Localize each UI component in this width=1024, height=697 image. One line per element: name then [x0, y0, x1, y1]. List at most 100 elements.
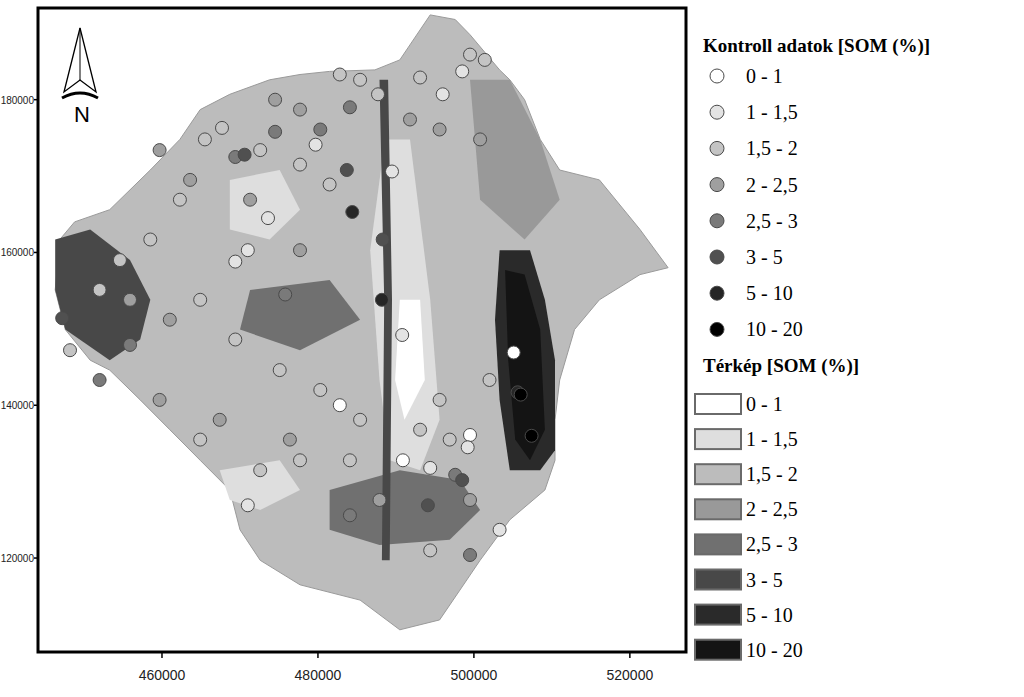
x-tick-label: 500000	[451, 667, 498, 683]
control-point	[194, 433, 207, 446]
control-point	[113, 254, 126, 267]
control-point	[333, 399, 346, 412]
north-arrow-axis	[80, 28, 81, 80]
control-point	[238, 148, 251, 161]
legend-label: 0 - 1	[746, 65, 783, 87]
map-legend-swatch	[695, 605, 741, 625]
control-point	[464, 429, 477, 442]
control-point	[163, 313, 176, 326]
y-tick-label: 120000	[1, 553, 35, 564]
control-point	[283, 433, 296, 446]
control-point	[478, 53, 491, 66]
control-point	[323, 178, 336, 191]
control-point	[173, 193, 186, 206]
map-legend-label: 2 - 2,5	[746, 498, 798, 520]
north-label: N	[74, 102, 90, 127]
legend-symbol	[710, 322, 724, 336]
control-point	[483, 374, 496, 387]
control-point	[464, 48, 477, 61]
point-series	[346, 206, 524, 399]
map-legend-swatch	[695, 464, 741, 484]
map-area	[230, 170, 300, 240]
map-area	[395, 300, 425, 420]
control-point	[414, 423, 427, 436]
x-tick-label: 460000	[139, 667, 186, 683]
control-point	[198, 133, 211, 146]
legend-symbol	[710, 214, 724, 228]
map-area	[55, 15, 668, 630]
control-point	[386, 165, 399, 178]
control-point	[93, 283, 106, 296]
control-point	[124, 293, 137, 306]
legend-label: 2 - 2,5	[746, 174, 798, 196]
map-area	[495, 250, 555, 470]
map-area	[330, 470, 481, 545]
x-tick	[161, 652, 163, 658]
control-point	[294, 244, 307, 257]
control-point	[461, 441, 474, 454]
control-point	[343, 509, 356, 522]
control-point	[269, 93, 282, 106]
control-point	[354, 73, 367, 86]
control-point	[144, 233, 157, 246]
point-series	[56, 148, 469, 512]
legend-symbol	[710, 178, 724, 192]
control-point	[433, 123, 446, 136]
x-tick-label: 520000	[606, 667, 653, 683]
legend-symbol	[710, 286, 724, 300]
control-point	[216, 121, 229, 134]
legend-label: 10 - 20	[746, 318, 803, 340]
control-point	[294, 158, 307, 171]
control-point	[294, 103, 307, 116]
y-tick	[34, 99, 38, 101]
control-point	[404, 113, 417, 126]
y-tick-label: 140000	[1, 400, 35, 411]
control-point	[213, 413, 226, 426]
control-point	[443, 433, 456, 446]
control-point	[396, 454, 409, 467]
control-point	[314, 123, 327, 136]
control-point	[372, 88, 385, 101]
map-area	[220, 460, 300, 510]
control-point	[424, 544, 437, 557]
control-point	[340, 164, 353, 177]
legend-symbol	[710, 250, 724, 264]
control-point	[456, 65, 469, 78]
map-legend-title: Térkép [SOM (%)]	[703, 355, 859, 377]
map-legend-label: 0 - 1	[746, 393, 783, 415]
legend: Kontroll adatok [SOM (%)]0 - 11 - 1,51,5…	[695, 35, 930, 661]
plot-area	[55, 15, 668, 630]
point-series	[514, 388, 538, 442]
control-point	[376, 233, 389, 246]
control-point	[421, 499, 434, 512]
legend-label: 1 - 1,5	[746, 101, 798, 123]
map-legend-label: 3 - 5	[746, 569, 783, 591]
frame	[38, 8, 686, 652]
x-tick	[473, 652, 475, 658]
legend-symbol	[710, 141, 724, 155]
north-arrow: N	[62, 28, 98, 127]
control-point	[436, 88, 449, 101]
control-point	[507, 346, 520, 359]
map-legend-label: 5 - 10	[746, 604, 793, 626]
control-point	[56, 312, 69, 325]
map-legend-swatch	[695, 394, 741, 414]
control-point	[262, 212, 275, 225]
legend-label: 5 - 10	[746, 282, 793, 304]
control-point	[373, 494, 386, 507]
background	[0, 0, 1024, 697]
north-arrow-arc	[62, 93, 98, 98]
map-area	[470, 80, 560, 240]
control-point	[229, 333, 242, 346]
map-legend-label: 2,5 - 3	[746, 533, 798, 555]
control-point	[309, 138, 322, 151]
y-tick	[34, 252, 38, 254]
control-point	[241, 244, 254, 257]
control-point	[153, 393, 166, 406]
point-series	[229, 65, 506, 536]
legend-label: 1,5 - 2	[746, 137, 798, 159]
y-tick-label: 180000	[1, 95, 35, 106]
map-legend-label: 1,5 - 2	[746, 463, 798, 485]
y-tick-label: 160000	[1, 247, 35, 258]
control-point	[279, 288, 292, 301]
